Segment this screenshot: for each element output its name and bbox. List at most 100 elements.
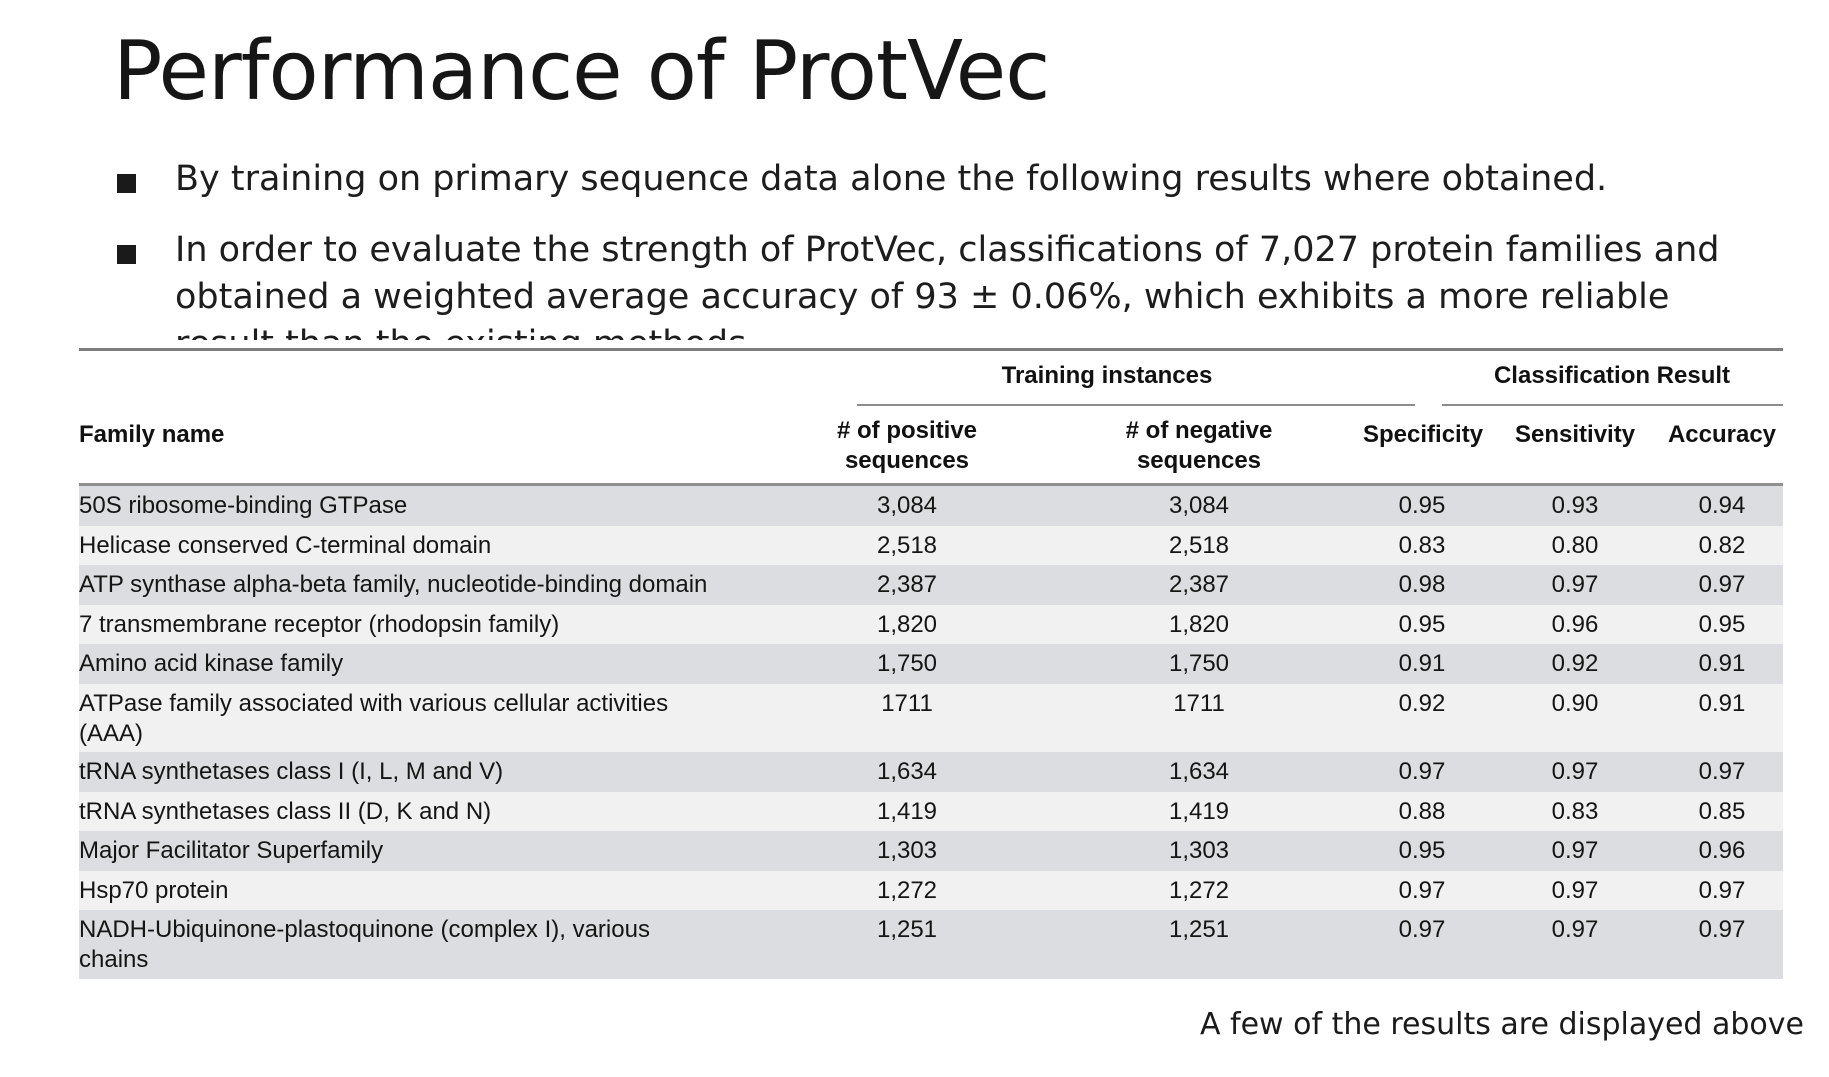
slide-caption: A few of the results are displayed above [1199, 1007, 1804, 1042]
cell-sensitivity: 0.83 [1551, 797, 1599, 825]
cell-negative: 2,518 [1168, 531, 1230, 559]
cell-accuracy: 0.91 [1698, 650, 1746, 677]
column-header-accuracy: Accuracy [1667, 421, 1777, 448]
group-rule-training [857, 404, 1415, 406]
cell-specificity: 0.98 [1398, 571, 1446, 598]
cell-accuracy: 0.82 [1698, 531, 1746, 559]
bullet-item: In order to evaluate the strength of Pro… [113, 227, 1755, 340]
cell-family: 50S ribosome-binding GTPase [79, 492, 408, 519]
cell-accuracy: 0.94 [1698, 492, 1746, 519]
bullet-text: By training on primary sequence data alo… [175, 159, 1608, 199]
cell-specificity: 0.95 [1398, 837, 1446, 864]
cell-positive: 1,419 [876, 797, 938, 825]
cell-specificity: 0.83 [1398, 531, 1446, 559]
table-top-rule [79, 348, 1783, 351]
cell-negative: 1,251 [1168, 916, 1230, 943]
cell-family: tRNA synthetases class I (I, L, M and V) [79, 758, 504, 785]
cell-sensitivity: 0.96 [1551, 610, 1599, 638]
bullet-list: By training on primary sequence data alo… [113, 150, 1763, 340]
cell-negative: 1,419 [1168, 797, 1230, 825]
cell-sensitivity: 0.90 [1551, 689, 1599, 717]
cell-positive: 1711 [881, 689, 933, 717]
cell-negative: 1,750 [1168, 650, 1230, 677]
cell-specificity: 0.95 [1398, 610, 1446, 638]
cell-sensitivity: 0.97 [1551, 758, 1599, 785]
column-header-specificity: Specificity [1363, 421, 1484, 448]
cell-family: tRNA synthetases class II (D, K and N) [79, 797, 492, 825]
cell-specificity: 0.95 [1398, 492, 1446, 519]
column-header-negative-line2: sequences [1136, 447, 1262, 474]
cell-specificity: 0.91 [1398, 650, 1446, 677]
cell-sensitivity: 0.97 [1551, 837, 1599, 864]
cell-accuracy: 0.97 [1698, 876, 1746, 904]
cell-negative: 1,303 [1168, 837, 1230, 864]
cell-family: ATP synthase alpha-beta family, nucleoti… [79, 571, 708, 598]
column-header-family: Family name [79, 421, 225, 448]
cell-positive: 1,251 [876, 916, 938, 943]
column-header-positive: # of positive sequences [827, 416, 987, 476]
cell-sensitivity: 0.97 [1551, 876, 1599, 904]
cell-negative: 1,820 [1168, 610, 1230, 638]
column-header-positive-line2: sequences [844, 447, 970, 474]
bullet-text: In order to evaluate the strength of Pro… [175, 230, 1720, 340]
cell-specificity: 0.97 [1398, 758, 1446, 785]
cell-accuracy: 0.97 [1698, 916, 1746, 943]
cell-positive: 2,387 [876, 571, 938, 598]
cell-accuracy: 0.97 [1698, 571, 1746, 598]
cell-family: ATPase family associated with various ce… [79, 689, 669, 747]
cell-sensitivity: 0.93 [1551, 492, 1599, 519]
cell-accuracy: 0.97 [1698, 758, 1746, 785]
table-header-rule [79, 483, 1783, 486]
cell-positive: 1,303 [876, 837, 938, 864]
cell-sensitivity: 0.80 [1551, 531, 1599, 559]
square-bullet-icon [117, 245, 136, 264]
column-header-sensitivity: Sensitivity [1515, 421, 1636, 448]
group-header-classification: Classification Result [1493, 362, 1731, 389]
cell-sensitivity: 0.92 [1551, 650, 1599, 677]
cell-accuracy: 0.95 [1698, 610, 1746, 638]
table-row: NADH-Ubiquinone-plastoquinone (complex I… [79, 910, 1783, 979]
cell-negative: 1711 [1173, 689, 1225, 717]
cell-positive: 1,634 [876, 758, 938, 785]
cell-positive: 2,518 [876, 531, 938, 559]
cell-negative: 1,634 [1168, 758, 1230, 785]
cell-specificity: 0.88 [1398, 797, 1446, 825]
table-row: tRNA synthetases class I (I, L, M and V)… [79, 752, 1783, 792]
cell-negative: 1,272 [1168, 876, 1230, 904]
cell-sensitivity: 0.97 [1551, 916, 1599, 943]
slide-title: Performance of ProtVec [113, 24, 1050, 119]
bullet-item: By training on primary sequence data alo… [113, 156, 1763, 203]
cell-specificity: 0.92 [1398, 689, 1446, 717]
group-rule-classification [1442, 404, 1783, 406]
table-body: 50S ribosome-binding GTPase 3,084 3,084 … [79, 486, 1783, 979]
cell-family: 7 transmembrane receptor (rhodopsin fami… [79, 610, 560, 638]
cell-positive: 1,820 [876, 610, 938, 638]
cell-specificity: 0.97 [1398, 876, 1446, 904]
table-row: ATP synthase alpha-beta family, nucleoti… [79, 565, 1783, 605]
column-header-negative: # of negative sequences [1119, 416, 1279, 476]
group-header-training: Training instances [1001, 362, 1213, 389]
cell-accuracy: 0.91 [1698, 689, 1746, 717]
cell-family: Major Facilitator Superfamily [79, 837, 384, 864]
cell-family: Hsp70 protein [79, 876, 229, 904]
cell-family: NADH-Ubiquinone-plastoquinone (complex I… [79, 916, 650, 973]
cell-accuracy: 0.96 [1698, 837, 1746, 864]
cell-sensitivity: 0.97 [1551, 571, 1599, 598]
cell-positive: 1,750 [876, 650, 938, 677]
square-bullet-icon [117, 174, 136, 193]
table-row: Amino acid kinase family 1,750 1,750 0.9… [79, 644, 1783, 684]
cell-family: Amino acid kinase family [79, 650, 344, 677]
cell-negative: 2,387 [1168, 571, 1230, 598]
table-row: Hsp70 protein 1,272 1,272 0.97 0.97 0.97 [79, 870, 1783, 910]
cell-family: Helicase conserved C-terminal domain [79, 531, 492, 559]
column-header-negative-line1: # of negative [1125, 417, 1273, 444]
cell-positive: 3,084 [876, 492, 938, 519]
table-row: ATPase family associated with various ce… [79, 683, 1783, 752]
column-header-positive-line1: # of positive [836, 417, 978, 444]
cell-positive: 1,272 [876, 876, 938, 904]
table-row: 50S ribosome-binding GTPase 3,084 3,084 … [79, 486, 1783, 526]
table-row: Major Facilitator Superfamily 1,303 1,30… [79, 831, 1783, 871]
cell-specificity: 0.97 [1398, 916, 1446, 943]
cell-accuracy: 0.85 [1698, 797, 1746, 825]
table-row: Helicase conserved C-terminal domain 2,5… [79, 525, 1783, 565]
